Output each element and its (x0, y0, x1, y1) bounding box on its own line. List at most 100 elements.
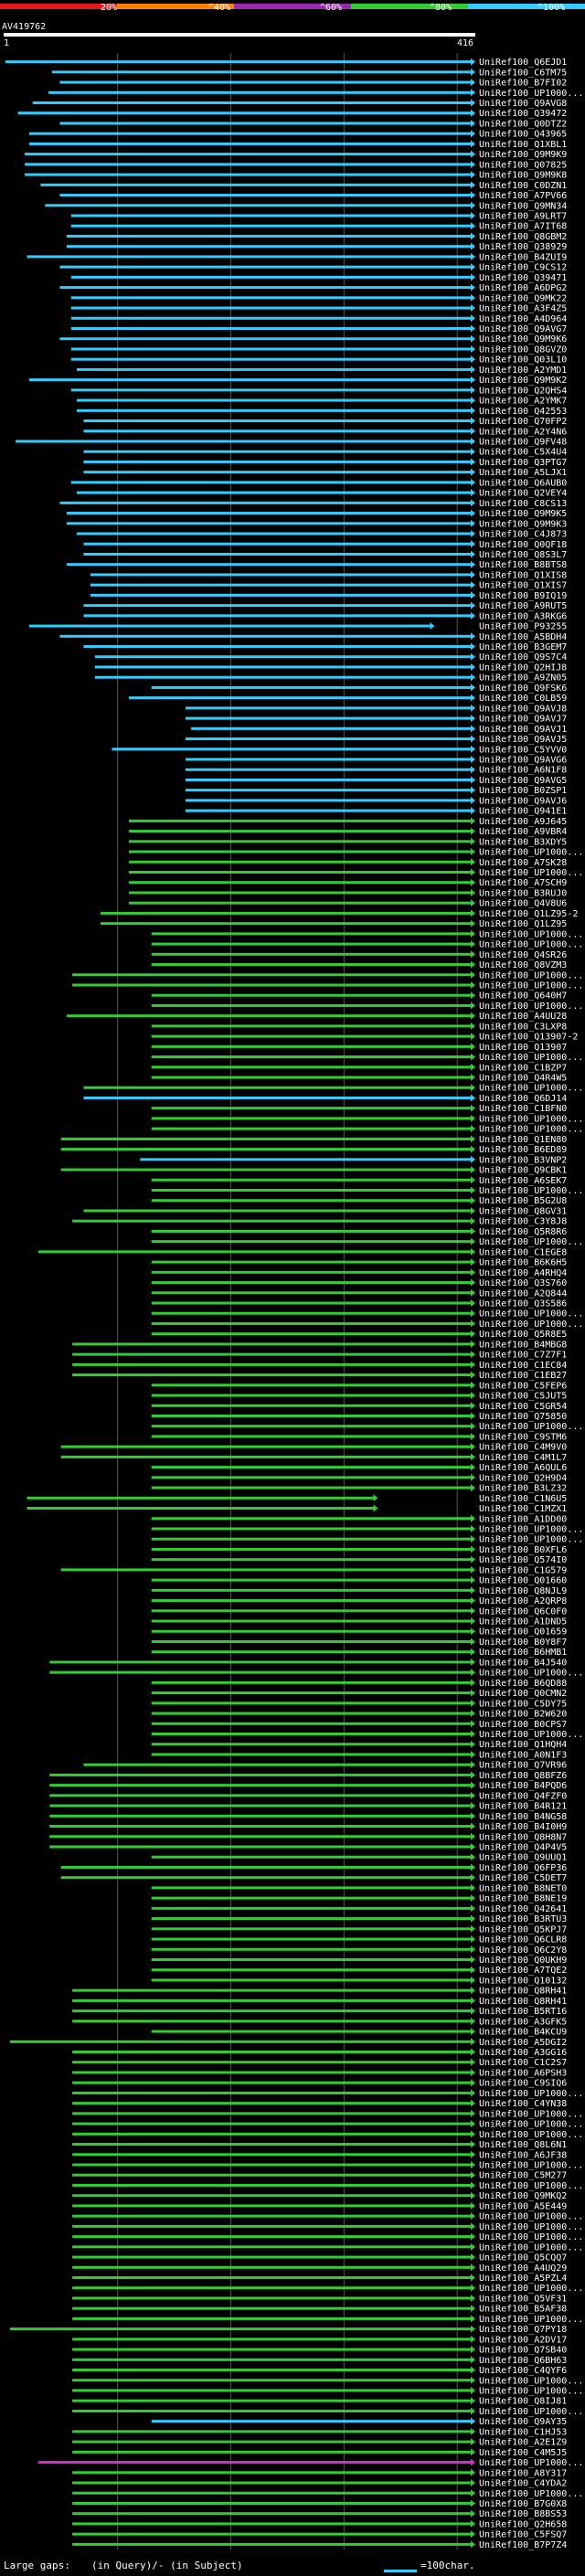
hit-bar[interactable] (185, 789, 472, 792)
hit-label[interactable]: UniRef100_B3RTU3 (479, 1914, 567, 1924)
hit-row[interactable]: UniRef100_Q01660 (151, 1576, 568, 1586)
hit-row[interactable]: UniRef100_Q38929 (66, 242, 567, 252)
hit-label[interactable]: UniRef100_B4J540 (479, 1658, 567, 1668)
hit-bar[interactable] (151, 1178, 472, 1182)
hit-row[interactable]: UniRef100_A5LJX1 (83, 468, 567, 478)
hit-label[interactable]: UniRef100_Q9AVG5 (479, 776, 567, 786)
hit-row[interactable]: UniRef100_Q9AVG8 (32, 99, 568, 109)
hit-bar[interactable] (151, 1281, 472, 1285)
hit-bar[interactable] (83, 645, 473, 649)
hit-bar[interactable] (151, 1291, 472, 1295)
hit-label[interactable]: UniRef100_Q4FZF0 (479, 1791, 567, 1801)
hit-label[interactable]: UniRef100_Q8IJ81 (479, 2397, 567, 2407)
hit-label[interactable]: UniRef100_B4NG58 (479, 1812, 567, 1822)
hit-row[interactable]: UniRef100_Q5VF31 (72, 2294, 567, 2304)
hit-label[interactable]: UniRef100_C9SIQ6 (479, 2079, 567, 2089)
hit-label[interactable]: UniRef100_UP1000... (479, 1237, 583, 1247)
hit-row[interactable]: UniRef100_A2YMD1 (77, 366, 567, 376)
hit-label[interactable]: UniRef100_Q6EJD1 (479, 58, 567, 68)
hit-label[interactable]: UniRef100_C4M5J5 (479, 2448, 567, 2458)
hit-row[interactable]: UniRef100_Q13907-2 (151, 1033, 579, 1043)
hit-row[interactable]: UniRef100_B3RUJ0 (129, 888, 567, 898)
hit-row[interactable]: UniRef100_UP1000... (49, 1669, 583, 1679)
hit-row[interactable]: UniRef100_C9CS12 (59, 263, 567, 273)
hit-bar[interactable] (151, 1609, 472, 1613)
hit-row[interactable]: UniRef100_C5M277 (72, 2171, 567, 2181)
hit-bar[interactable] (72, 2153, 472, 2157)
hit-bar[interactable] (72, 2348, 472, 2351)
hit-row[interactable]: UniRef100_Q8RH41 (72, 1997, 567, 2007)
hit-label[interactable]: UniRef100_A4D964 (479, 314, 567, 324)
hit-row[interactable]: UniRef100_UP1000... (151, 1186, 584, 1196)
hit-label[interactable]: UniRef100_Q1EN80 (479, 1135, 567, 1145)
hit-label[interactable]: UniRef100_B3LZ32 (479, 1484, 567, 1494)
hit-row[interactable]: UniRef100_Q6AUB0 (70, 478, 567, 488)
hit-label[interactable]: UniRef100_Q42553 (479, 407, 567, 417)
hit-bar[interactable] (49, 1794, 472, 1797)
hit-label[interactable]: UniRef100_Q13907-2 (479, 1033, 578, 1043)
hit-row[interactable]: UniRef100_Q9M9K6 (59, 334, 567, 345)
hit-label[interactable]: UniRef100_UP1000... (479, 940, 583, 950)
hit-label[interactable]: UniRef100_A5BDH4 (479, 632, 567, 642)
hit-label[interactable]: UniRef100_UP1000... (479, 2120, 583, 2130)
hit-label[interactable]: UniRef100_UP1000... (479, 2284, 583, 2294)
hit-row[interactable]: UniRef100_C5DY75 (151, 1699, 568, 1709)
hit-row[interactable]: UniRef100_Q574I0 (151, 1555, 568, 1565)
hit-bar[interactable] (151, 1414, 472, 1417)
hit-row[interactable]: UniRef100_C3Y8J8 (72, 1217, 567, 1227)
hit-label[interactable]: UniRef100_C3Y8J8 (479, 1217, 567, 1227)
hit-bar[interactable] (151, 1886, 472, 1890)
hit-row[interactable]: UniRef100_Q9AVJ8 (185, 704, 567, 714)
hit-bar[interactable] (151, 1599, 472, 1603)
hit-bar[interactable] (151, 685, 472, 689)
hit-label[interactable]: UniRef100_Q5R8R6 (479, 1227, 567, 1237)
hit-row[interactable]: UniRef100_Q2QHS4 (70, 386, 567, 396)
hit-label[interactable]: UniRef100_Q01660 (479, 1576, 567, 1586)
hit-label[interactable]: UniRef100_A7IT68 (479, 222, 567, 232)
hit-bar[interactable] (151, 1691, 472, 1695)
hit-bar[interactable] (151, 1722, 472, 1725)
hit-label[interactable]: UniRef100_Q941E1 (479, 807, 567, 817)
hit-bar[interactable] (72, 2265, 472, 2269)
hit-row[interactable]: UniRef100_A9LRT7 (70, 212, 567, 222)
hit-row[interactable]: UniRef100_UP1000... (72, 2222, 583, 2232)
hit-bar[interactable] (151, 932, 472, 936)
hit-row[interactable]: UniRef100_Q9AVJ5 (185, 735, 567, 745)
hit-bar[interactable] (151, 1404, 472, 1407)
hit-label[interactable]: UniRef100_UP1000... (479, 1002, 583, 1012)
hit-label[interactable]: UniRef100_C4YN38 (479, 2099, 567, 2109)
hit-bar[interactable] (60, 1865, 473, 1869)
hit-bar[interactable] (140, 1158, 473, 1161)
hit-row[interactable]: UniRef100_Q8VZM3 (151, 960, 568, 970)
hit-row[interactable]: UniRef100_C6TM75 (51, 68, 568, 78)
hit-bar[interactable] (185, 799, 472, 802)
hit-label[interactable]: UniRef100_C1EGE8 (479, 1247, 567, 1257)
hit-bar[interactable] (151, 1588, 472, 1592)
hit-bar[interactable] (59, 122, 473, 125)
hit-row[interactable]: UniRef100_C1HJ53 (72, 2427, 567, 2437)
hit-bar[interactable] (49, 1660, 472, 1664)
hit-bar[interactable] (151, 1425, 472, 1428)
hit-bar[interactable] (72, 2102, 472, 2105)
hit-row[interactable]: UniRef100_C5X4U4 (83, 448, 567, 458)
hit-bar[interactable] (72, 2306, 472, 2310)
hit-bar[interactable] (72, 2163, 472, 2167)
hit-row[interactable]: UniRef100_Q3S760 (151, 1278, 568, 1288)
hit-row[interactable]: UniRef100_C5GR54 (151, 1402, 568, 1412)
hit-bar[interactable] (70, 357, 472, 361)
hit-bar[interactable] (185, 768, 472, 771)
hit-row[interactable]: UniRef100_Q9FSK6 (151, 684, 568, 694)
hit-row[interactable]: UniRef100_UP1000... (72, 981, 583, 991)
hit-label[interactable]: UniRef100_C5M277 (479, 2171, 567, 2181)
hit-label[interactable]: UniRef100_B5AF38 (479, 2305, 567, 2315)
hit-bar[interactable] (72, 1988, 472, 1992)
hit-label[interactable]: UniRef100_Q9AVJ5 (479, 735, 567, 745)
hit-label[interactable]: UniRef100_UP1000... (479, 2376, 583, 2386)
hit-bar[interactable] (185, 778, 472, 781)
hit-label[interactable]: UniRef100_Q6C2Y8 (479, 1945, 567, 1956)
hit-row[interactable]: UniRef100_C1EB27 (72, 1371, 567, 1381)
hit-row[interactable]: UniRef100_C5YVV0 (112, 745, 567, 755)
hit-row[interactable]: UniRef100_Q9FV48 (16, 437, 567, 447)
hit-label[interactable]: UniRef100_A6SEK7 (479, 1176, 567, 1186)
hit-bar[interactable] (83, 552, 473, 556)
